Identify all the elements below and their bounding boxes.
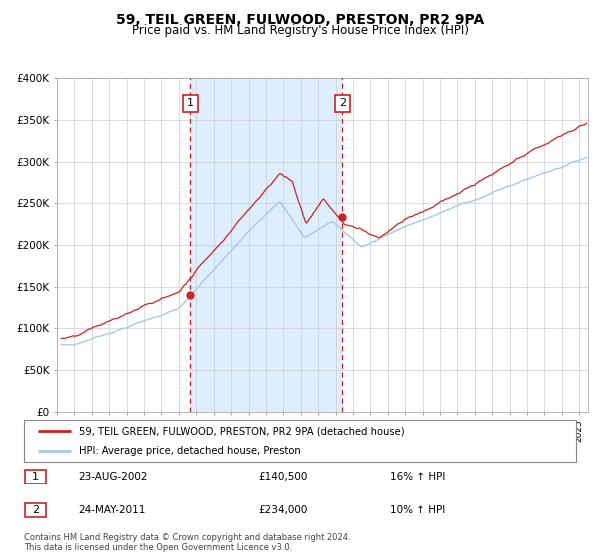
Text: 59, TEIL GREEN, FULWOOD, PRESTON, PR2 9PA (detached house): 59, TEIL GREEN, FULWOOD, PRESTON, PR2 9P… [79,426,405,436]
Text: 59, TEIL GREEN, FULWOOD, PRESTON, PR2 9PA: 59, TEIL GREEN, FULWOOD, PRESTON, PR2 9P… [116,13,484,27]
Text: £234,000: £234,000 [258,505,307,515]
Text: 1: 1 [32,472,39,482]
Text: Price paid vs. HM Land Registry's House Price Index (HPI): Price paid vs. HM Land Registry's House … [131,24,469,36]
FancyBboxPatch shape [25,503,46,517]
Text: 16% ↑ HPI: 16% ↑ HPI [390,472,445,482]
Text: This data is licensed under the Open Government Licence v3.0.: This data is licensed under the Open Gov… [24,543,292,552]
Text: Contains HM Land Registry data © Crown copyright and database right 2024.: Contains HM Land Registry data © Crown c… [24,533,350,542]
Bar [190,78,343,412]
Text: 10% ↑ HPI: 10% ↑ HPI [390,505,445,515]
Text: 2: 2 [339,99,346,109]
FancyBboxPatch shape [25,469,46,484]
FancyBboxPatch shape [24,420,576,462]
Text: 2: 2 [32,505,39,515]
Text: £140,500: £140,500 [258,472,307,482]
Text: 1: 1 [187,99,194,109]
Text: HPI: Average price, detached house, Preston: HPI: Average price, detached house, Pres… [79,446,301,456]
Text: 24-MAY-2011: 24-MAY-2011 [78,505,145,515]
Text: 23-AUG-2002: 23-AUG-2002 [78,472,148,482]
